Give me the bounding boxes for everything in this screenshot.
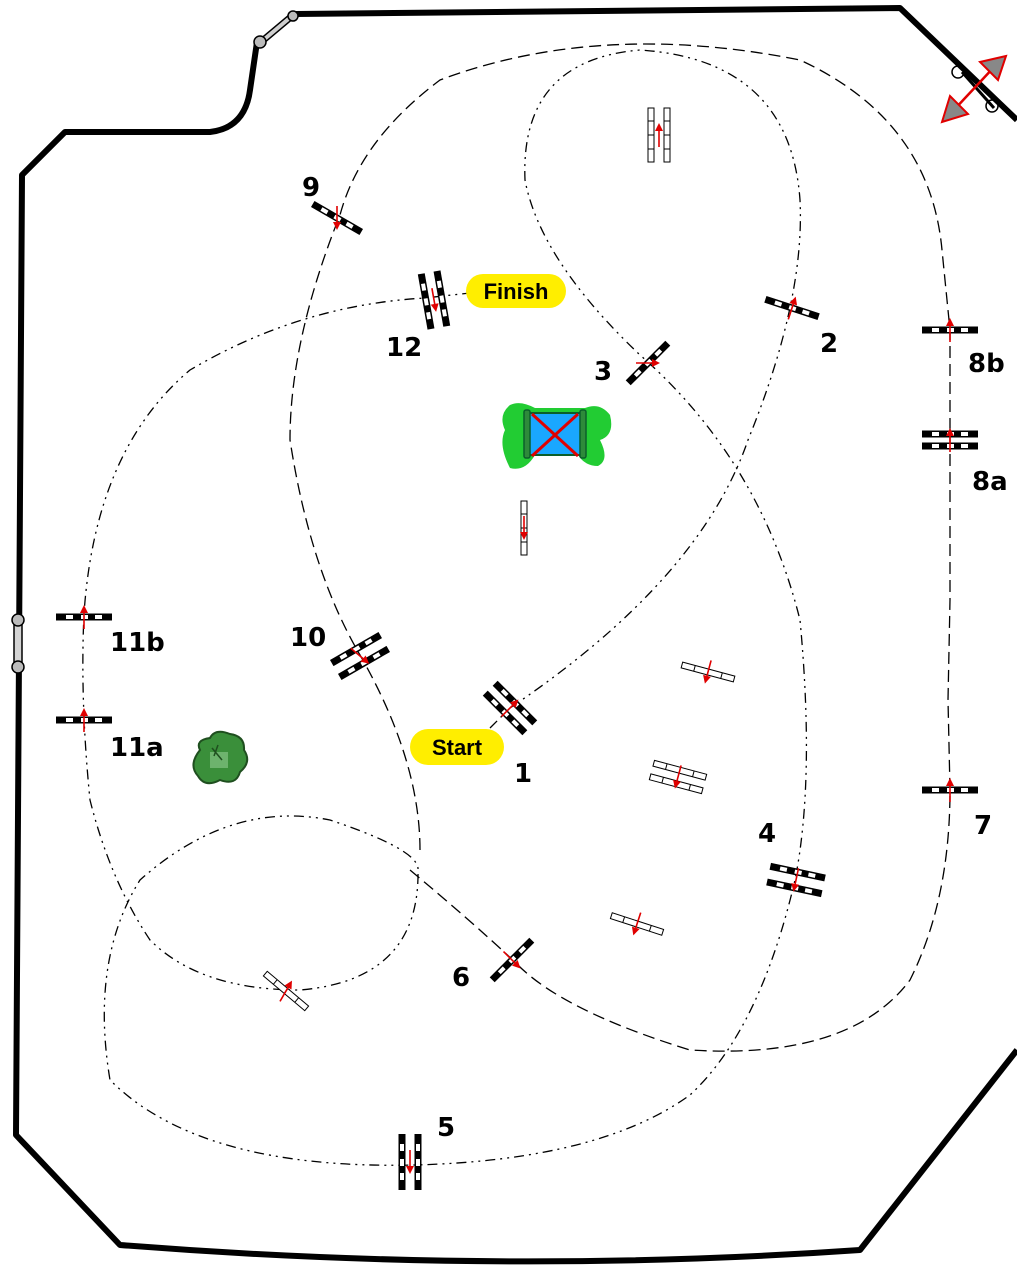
unused-pole <box>680 658 736 686</box>
unused-pole <box>648 759 708 795</box>
finish-marker: Finish <box>466 274 566 308</box>
jump-label-11a: 11a <box>110 733 164 763</box>
jump-11b <box>56 604 112 630</box>
jump-8a <box>922 427 978 453</box>
jump-11a <box>56 707 112 733</box>
jump-label-12: 12 <box>386 333 422 363</box>
unused-pole <box>262 970 310 1012</box>
jump-10 <box>330 632 390 680</box>
unused-pole <box>519 500 529 556</box>
jump-label-4: 4 <box>758 819 776 849</box>
jump-7 <box>922 777 978 803</box>
water-jump-icon <box>502 403 612 469</box>
jump-8b <box>922 317 978 343</box>
jump-5 <box>398 1134 422 1190</box>
unused-pole <box>647 107 671 163</box>
jump-label-5: 5 <box>437 1113 455 1143</box>
bush-icon <box>192 730 249 785</box>
jump-label-8a: 8a <box>972 467 1008 497</box>
gate-top <box>253 10 299 49</box>
course-paths <box>82 43 951 1166</box>
start-label: Start <box>432 735 483 760</box>
finish-label: Finish <box>484 279 549 304</box>
gate-left <box>11 613 25 674</box>
entrance-double-arrow-icon <box>940 54 1008 124</box>
jump-12 <box>417 270 451 330</box>
jump-4 <box>766 862 826 898</box>
jump-label-6: 6 <box>452 963 470 993</box>
jump-label-7: 7 <box>974 811 992 841</box>
jump-label-8b: 8b <box>968 349 1005 379</box>
jump-label-9: 9 <box>302 173 320 203</box>
jump-label-10: 10 <box>290 623 326 653</box>
jump-label-3: 3 <box>594 357 612 387</box>
arena-border <box>13 5 1017 1265</box>
jump-label-2: 2 <box>820 329 838 359</box>
jump-2 <box>764 294 820 322</box>
jump-6 <box>489 937 535 983</box>
jump-label-1: 1 <box>514 759 532 789</box>
jump-label-11b: 11b <box>110 628 165 658</box>
unused-pole <box>609 910 665 938</box>
start-marker: Start <box>410 729 504 765</box>
